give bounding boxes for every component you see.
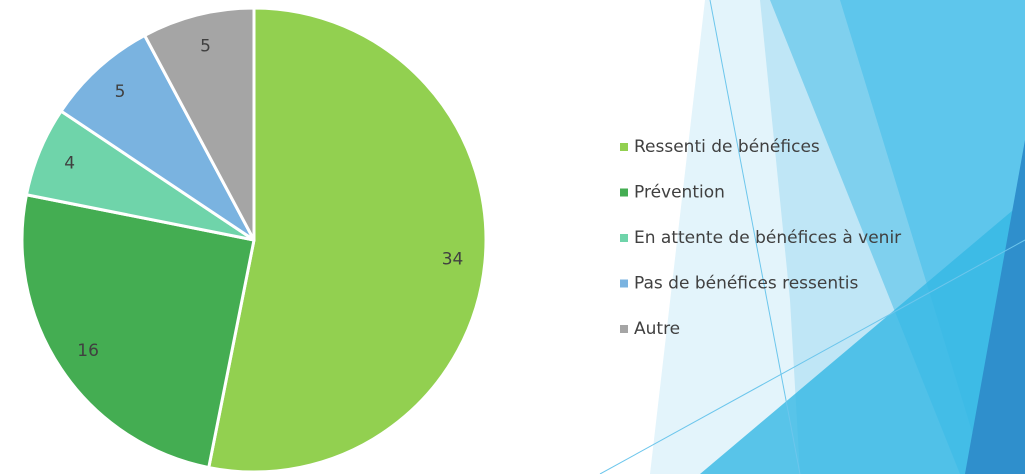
pie-slice xyxy=(143,6,256,242)
legend-label: Pas de bénéfices ressentis xyxy=(634,274,858,294)
data-label: 4 xyxy=(64,154,75,174)
legend-label: Ressenti de bénéfices xyxy=(634,137,820,157)
legend-label: Prévention xyxy=(634,183,725,203)
legend-swatch xyxy=(620,188,628,197)
legend-label: Autre xyxy=(634,319,680,339)
data-label: 5 xyxy=(200,36,211,56)
data-label: 16 xyxy=(77,341,99,361)
pie-slice xyxy=(59,33,256,242)
background-decoration xyxy=(599,0,1025,474)
data-label: 5 xyxy=(115,82,126,102)
legend-swatch xyxy=(620,143,628,151)
data-label: 34 xyxy=(442,250,464,270)
legend-swatch xyxy=(620,325,628,333)
legend-label: En attente de bénéfices à venir xyxy=(634,228,901,248)
pie-slice xyxy=(207,6,488,474)
pie-slice xyxy=(20,193,256,470)
legend-swatch xyxy=(620,279,628,288)
legend-swatch xyxy=(620,234,628,242)
